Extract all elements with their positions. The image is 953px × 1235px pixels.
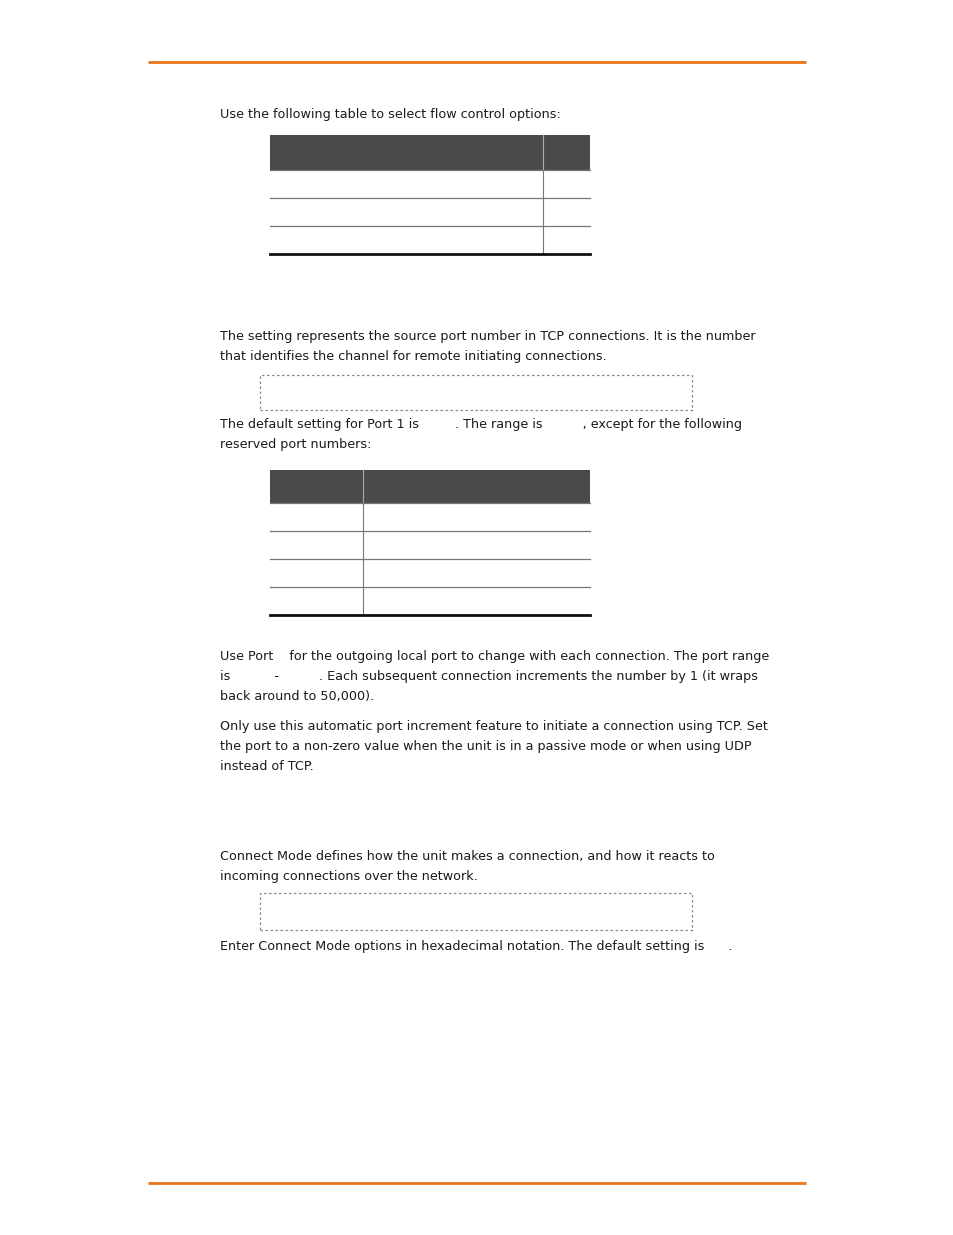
Bar [270,135,589,170]
Text: The default setting for Port 1 is         . The range is          , except for t: The default setting for Port 1 is . The … [220,417,741,431]
Text: back around to 50,000).: back around to 50,000). [220,690,374,703]
Text: Use the following table to select flow control options:: Use the following table to select flow c… [220,107,560,121]
Bar [260,375,691,410]
Text: the port to a non-zero value when the unit is in a passive mode or when using UD: the port to a non-zero value when the un… [220,740,751,753]
Text: Use Port    for the outgoing local port to change with each connection. The port: Use Port for the outgoing local port to … [220,650,768,663]
Text: Enter Connect Mode options in hexadecimal notation. The default setting is      : Enter Connect Mode options in hexadecima… [220,940,732,953]
Text: instead of TCP.: instead of TCP. [220,760,314,773]
Text: reserved port numbers:: reserved port numbers: [220,438,371,451]
Text: Connect Mode defines how the unit makes a connection, and how it reacts to: Connect Mode defines how the unit makes … [220,850,714,863]
Bar [260,893,691,930]
Text: is           -          . Each subsequent connection increments the number by 1 : is - . Each subsequent connection increm… [220,671,758,683]
Text: incoming connections over the network.: incoming connections over the network. [220,869,477,883]
Text: Only use this automatic port increment feature to initiate a connection using TC: Only use this automatic port increment f… [220,720,767,734]
Text: The setting represents the source port number in TCP connections. It is the numb: The setting represents the source port n… [220,330,755,343]
Text: that identifies the channel for remote initiating connections.: that identifies the channel for remote i… [220,350,606,363]
Bar [270,471,589,503]
